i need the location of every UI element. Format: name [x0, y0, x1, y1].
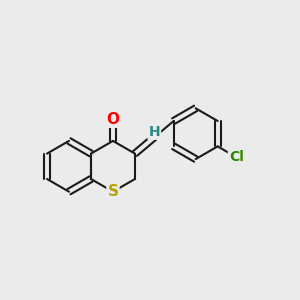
Text: S: S: [107, 184, 118, 199]
Text: H: H: [148, 125, 160, 139]
Text: Cl: Cl: [229, 150, 244, 164]
Text: O: O: [106, 112, 119, 127]
